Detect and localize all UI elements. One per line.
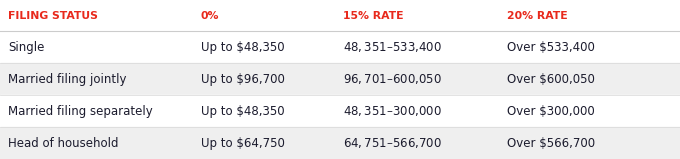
- Bar: [0, 0, 680, 31]
- Text: FILING STATUS: FILING STATUS: [8, 10, 98, 21]
- Bar: [0, 95, 680, 127]
- Text: Up to $48,350: Up to $48,350: [201, 41, 284, 54]
- Text: Over $533,400: Over $533,400: [507, 41, 594, 54]
- Bar: [0, 127, 680, 159]
- Text: Over $300,000: Over $300,000: [507, 104, 594, 118]
- Text: Single: Single: [8, 41, 44, 54]
- Text: $96,701 – $600,050: $96,701 – $600,050: [343, 72, 443, 86]
- Text: Head of household: Head of household: [8, 136, 118, 149]
- Text: $64,751 – $566,700: $64,751 – $566,700: [343, 136, 443, 150]
- Text: Over $600,050: Over $600,050: [507, 73, 594, 86]
- Text: 15% RATE: 15% RATE: [343, 10, 404, 21]
- Text: $48,351 – $300,000: $48,351 – $300,000: [343, 104, 443, 118]
- Text: Up to $48,350: Up to $48,350: [201, 104, 284, 118]
- Text: Up to $96,700: Up to $96,700: [201, 73, 284, 86]
- Text: Up to $64,750: Up to $64,750: [201, 136, 284, 149]
- Bar: [0, 31, 680, 63]
- Text: Over $566,700: Over $566,700: [507, 136, 595, 149]
- Text: 0%: 0%: [201, 10, 219, 21]
- Text: Married filing jointly: Married filing jointly: [8, 73, 126, 86]
- Bar: [0, 63, 680, 95]
- Text: Married filing separately: Married filing separately: [8, 104, 153, 118]
- Text: $48,351 – $533,400: $48,351 – $533,400: [343, 40, 443, 54]
- Text: 20% RATE: 20% RATE: [507, 10, 567, 21]
